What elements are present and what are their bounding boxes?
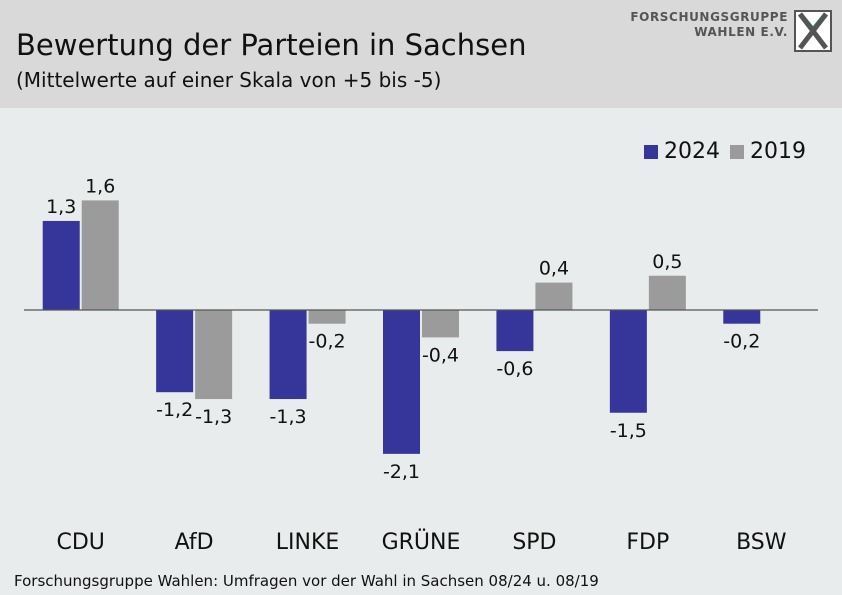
data-label-2019-spd: 0,4 <box>539 258 569 280</box>
category-label-grüne: GRÜNE <box>382 529 461 555</box>
data-label-2019-grüne: -0,4 <box>422 344 459 366</box>
bar-2019-linke <box>308 310 346 324</box>
data-label-2024-linke: -1,3 <box>270 406 307 428</box>
source-note: Forschungsgruppe Wahlen: Umfragen vor de… <box>14 572 599 590</box>
legend-swatch-2024 <box>644 144 658 159</box>
data-label-2024-cdu: 1,3 <box>46 196 76 218</box>
bar-2019-fdp <box>648 275 686 310</box>
data-label-2024-grüne: -2,1 <box>383 461 420 483</box>
category-label-spd: SPD <box>512 530 556 555</box>
legend-item-2019: 2019 <box>730 139 806 164</box>
bar-2024-spd <box>496 310 534 352</box>
bar-2024-cdu <box>42 220 80 310</box>
category-label-fdp: FDP <box>626 530 669 555</box>
category-label-bsw: BSW <box>736 530 787 555</box>
bar-2024-linke <box>269 310 307 400</box>
header-band: Bewertung der Parteien in Sachsen (Mitte… <box>0 0 842 108</box>
bar-2019-cdu <box>81 200 119 310</box>
legend-swatch-2019 <box>730 144 744 159</box>
bar-2019-spd <box>535 282 573 310</box>
logo-line2: WAHLEN E.V. <box>694 25 788 39</box>
bar-2019-afd <box>195 310 233 400</box>
data-label-2019-cdu: 1,6 <box>85 175 115 197</box>
bar-2024-grüne <box>383 310 420 454</box>
data-label-2024-afd: -1,2 <box>156 399 193 421</box>
legend-label-2024: 2024 <box>664 139 720 164</box>
chart-title: Bewertung der Parteien in Sachsen <box>16 28 527 62</box>
data-label-2019-afd: -1,3 <box>195 406 232 428</box>
data-label-2019-fdp: 0,5 <box>652 251 682 273</box>
data-label-2024-fdp: -1,5 <box>610 420 647 442</box>
category-label-cdu: CDU <box>57 530 105 555</box>
legend-item-2024: 2024 <box>644 139 720 164</box>
bar-2024-bsw <box>723 310 761 324</box>
chart-subtitle: (Mittelwerte auf einer Skala von +5 bis … <box>16 68 442 92</box>
bar-2024-afd <box>156 310 194 393</box>
category-label-afd: AfD <box>175 530 214 555</box>
data-label-2019-linke: -0,2 <box>309 331 346 353</box>
legend: 2024 2019 <box>634 139 806 164</box>
logo-line1: FORSCHUNGSGRUPPE <box>630 10 788 24</box>
legend-label-2019: 2019 <box>750 139 806 164</box>
category-label-linke: LINKE <box>276 530 340 555</box>
logo-x-icon <box>794 10 832 52</box>
bar-2024-fdp <box>609 310 647 413</box>
data-label-2024-spd: -0,6 <box>496 358 533 380</box>
data-label-2024-bsw: -0,2 <box>723 331 760 353</box>
bar-2019-grüne <box>422 310 459 338</box>
logo-text: FORSCHUNGSGRUPPE WAHLEN E.V. <box>630 10 788 40</box>
